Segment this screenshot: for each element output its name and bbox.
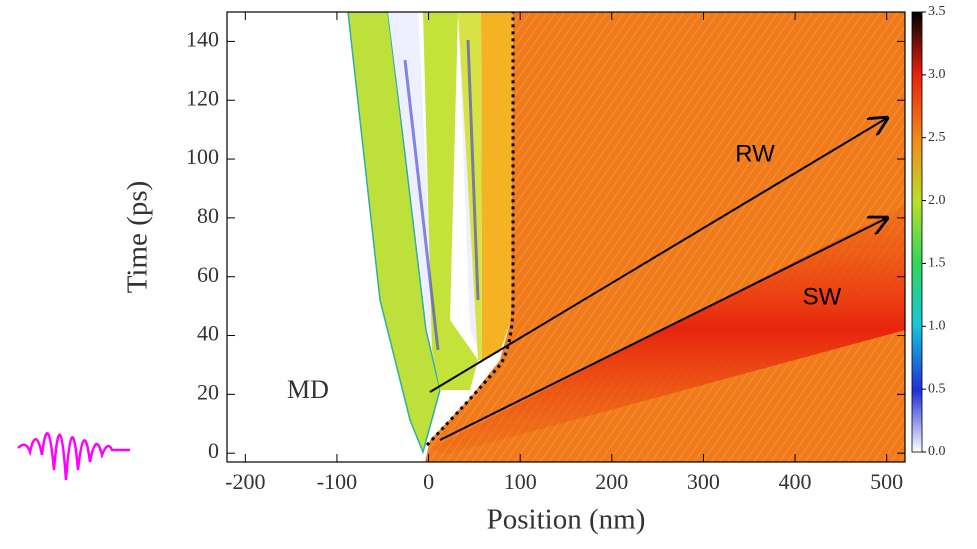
x-tick-label: 400 (779, 469, 812, 494)
x-tick-label: 300 (687, 469, 720, 494)
y-tick-label: 40 (197, 321, 219, 346)
colorbar-tick-label: 1.0 (928, 319, 946, 334)
x-tick-label: -100 (317, 469, 357, 494)
x-tick-label: 100 (504, 469, 537, 494)
y-axis-label: Time (ps) (122, 181, 154, 294)
rw-arrow (429, 118, 887, 393)
colorbar-tick-label: 3.0 (928, 67, 946, 82)
colorbar-tick-label: 2.5 (928, 130, 946, 145)
x-tick-label: -200 (225, 469, 265, 494)
annotation: RW (735, 140, 775, 167)
y-tick-label: 100 (186, 144, 219, 169)
x-tick-label: 500 (870, 469, 903, 494)
x-axis-label: Position (nm) (487, 504, 646, 536)
colorbar-tick-label: 1.5 (928, 256, 946, 271)
plot-frame (226, 11, 906, 463)
x-tick-label: 200 (595, 469, 628, 494)
colorbar-tick-label: 3.5 (928, 4, 946, 19)
colorbar-tick-label: 0.5 (928, 381, 946, 396)
annotation: SW (803, 283, 842, 310)
colorbar-tick-label: 2.0 (928, 193, 946, 208)
y-tick-label: 20 (197, 379, 219, 404)
annotation: MD (287, 375, 329, 404)
y-tick-label: 80 (197, 203, 219, 228)
heatmap-field (347, 12, 905, 462)
y-tick-label: 60 (197, 262, 219, 287)
y-tick-label: 140 (186, 26, 219, 51)
boundary-line (425, 12, 515, 447)
colorbar-tick-label: 0.0 (928, 444, 946, 459)
x-tick-label: 0 (423, 469, 434, 494)
colorbar (911, 11, 923, 453)
y-tick-label: 120 (186, 85, 219, 110)
sw-arrow (439, 218, 887, 441)
y-tick-label: 0 (208, 438, 219, 463)
pulse-icon (17, 432, 130, 481)
